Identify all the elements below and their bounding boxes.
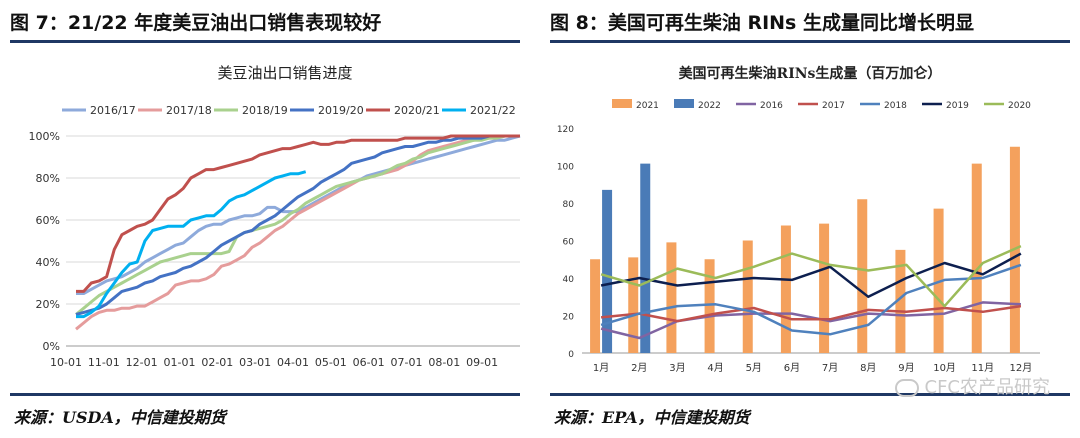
x-tick-label: 7月	[822, 362, 838, 374]
legend-label-2018: 2018	[884, 101, 907, 111]
x-tick-label: 10月	[933, 362, 956, 374]
bar-2021-5月	[742, 240, 753, 353]
y-tick-label: 100	[557, 163, 574, 173]
x-tick-label: 02-01	[201, 356, 233, 369]
legend-label-2019/20: 2019/20	[318, 104, 364, 117]
x-tick-label: 11月	[971, 362, 994, 374]
x-tick-label: 4月	[707, 362, 723, 374]
series-line-2019/20	[75, 134, 520, 316]
x-tick-label: 05-01	[315, 356, 347, 369]
x-tick-label: 06-01	[353, 356, 385, 369]
right-bottom-rule	[550, 393, 1070, 396]
x-tick-label: 9月	[898, 362, 914, 374]
y-tick-label: 20	[563, 313, 575, 323]
bar-2022-1月	[602, 189, 613, 353]
y-tick-label: 100%	[29, 130, 60, 143]
y-tick-label: 60	[563, 238, 575, 248]
left-bottom-rule	[10, 393, 520, 396]
bar-2022-2月	[640, 163, 651, 353]
wechat-icon	[894, 379, 919, 397]
y-tick-label: 80	[563, 200, 575, 210]
y-tick-label: 40%	[36, 256, 60, 269]
legend-label-2021/22: 2021/22	[470, 104, 516, 117]
watermark-text: CFC农产品研究	[924, 377, 1051, 398]
chart-title: 美豆油出口销售进度	[217, 64, 352, 82]
x-tick-label: 07-01	[391, 356, 423, 369]
x-tick-label: 04-01	[277, 356, 309, 369]
legend-label-2016: 2016	[760, 101, 783, 111]
legend-label-2020/21: 2020/21	[394, 104, 440, 117]
series-line-2019	[600, 252, 1022, 299]
series-line-2020/21	[76, 134, 520, 293]
bar-2021-8月	[857, 199, 868, 353]
bar-2021-2月	[628, 257, 639, 353]
legend-label-2022: 2022	[698, 101, 721, 111]
legend-label-2017: 2017	[822, 101, 845, 111]
export-sales-progress-chart: 美豆油出口销售进度 2016/17 2017/18 2018/19 2019/20 202…	[29, 64, 521, 369]
series-line-2017/18	[75, 134, 520, 331]
right-figure-panel: 图 8：美国可再生柴油 RINs 生成量同比增长明显 美国可再生柴油RINs生成…	[540, 0, 1080, 438]
y-tick-label: 120	[557, 125, 574, 135]
series-line-2018/19	[75, 134, 520, 316]
x-tick-label: 8月	[860, 362, 876, 374]
rins-generation-chart: 美国可再生柴油RINs生成量（百万加仑） 2021 2022 2016 2017 2018…	[557, 65, 1040, 374]
x-tick-label: 2月	[631, 362, 647, 374]
x-tick-label: 12-01	[126, 356, 158, 369]
x-tick-label: 11-01	[88, 356, 120, 369]
legend-label-2016/17: 2016/17	[90, 104, 136, 117]
legend-swatch-2021	[612, 99, 632, 108]
left-figure-panel: 图 7：21/22 年度美豆油出口销售表现较好 美豆油出口销售进度 2016/17…	[0, 0, 530, 438]
right-figure-title: 图 8：美国可再生柴油 RINs 生成量同比增长明显	[550, 12, 974, 34]
x-tick-label: 12月	[1010, 362, 1033, 374]
y-tick-label: 40	[563, 275, 575, 285]
right-source-note: 来源：EPA，中信建投期货	[554, 408, 750, 427]
legend-label-2020: 2020	[1008, 101, 1031, 111]
x-tick-label: 6月	[784, 362, 800, 374]
bar-2021-9月	[895, 249, 906, 353]
legend-label-2021: 2021	[636, 101, 659, 111]
x-tick-label: 09-01	[466, 356, 498, 369]
series-line-2016/17	[76, 134, 521, 295]
y-tick-label: 0	[568, 350, 574, 360]
series-line-2021/22	[76, 170, 307, 319]
left-top-rule	[10, 40, 520, 43]
series-line-2018	[600, 263, 1022, 336]
bar-2021-3月	[666, 242, 677, 353]
left-figure-title: 图 7：21/22 年度美豆油出口销售表现较好	[10, 12, 382, 34]
bar-2021-4月	[704, 259, 715, 353]
y-tick-label: 0%	[43, 340, 60, 353]
y-tick-label: 60%	[36, 214, 60, 227]
y-tick-label: 80%	[36, 172, 60, 185]
bar-2021-11月	[971, 163, 982, 353]
bar-2021-6月	[780, 225, 791, 353]
chart-title: 美国可再生柴油RINs生成量（百万加仑）	[679, 65, 942, 82]
legend-label-2019: 2019	[946, 101, 969, 111]
x-tick-label: 01-01	[164, 356, 196, 369]
series-line-2016	[600, 301, 1021, 340]
left-source-note: 来源：USDA，中信建投期货	[14, 408, 226, 427]
bar-2021-1月	[590, 259, 601, 353]
series-line-2017	[600, 304, 1022, 323]
watermark: CFC农产品研究	[894, 373, 1051, 399]
legend-label-2018/19: 2018/19	[242, 104, 288, 117]
x-tick-label: 08-01	[428, 356, 460, 369]
x-tick-label: 10-01	[50, 356, 82, 369]
right-top-rule	[550, 40, 1070, 43]
x-tick-label: 3月	[669, 362, 685, 374]
y-tick-label: 20%	[36, 298, 60, 311]
x-tick-label: 1月	[593, 362, 609, 374]
legend-swatch-2022	[674, 99, 694, 108]
series-line-2020	[600, 244, 1022, 308]
legend-label-2017/18: 2017/18	[166, 104, 212, 117]
bar-2021-7月	[819, 223, 830, 353]
x-tick-label: 5月	[746, 362, 762, 374]
x-tick-label: 03-01	[239, 356, 271, 369]
